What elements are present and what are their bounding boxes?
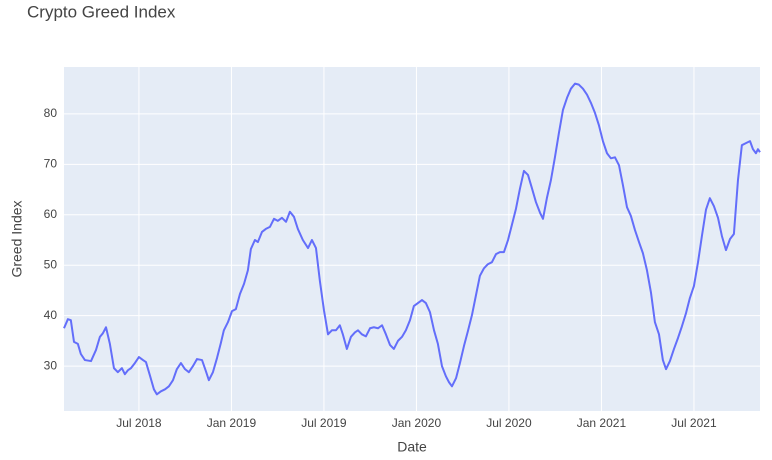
plot-background [64,67,760,411]
y-tick-label: 60 [44,207,58,221]
x-tick-label: Jan 2019 [207,416,257,430]
y-tick-label: 50 [44,257,58,271]
x-tick-label: Jul 2020 [486,416,532,430]
x-tick-label: Jan 2020 [392,416,442,430]
grid [64,67,760,411]
x-tick-label: Jul 2021 [671,416,717,430]
x-tick-label: Jul 2018 [116,416,162,430]
marks [63,82,761,396]
y-axis-title: Greed Index [9,200,25,277]
data-line [63,82,761,396]
chart-title: Crypto Greed Index [27,2,176,21]
y-tick-label: 70 [44,157,58,171]
y-tick-label: 30 [44,358,58,372]
y-tick-label: 80 [44,106,58,120]
x-tick-label: Jul 2019 [301,416,347,430]
y-tick-label: 40 [44,308,58,322]
x-axis-title: Date [397,439,427,455]
x-tick-label: Jan 2021 [577,416,627,430]
